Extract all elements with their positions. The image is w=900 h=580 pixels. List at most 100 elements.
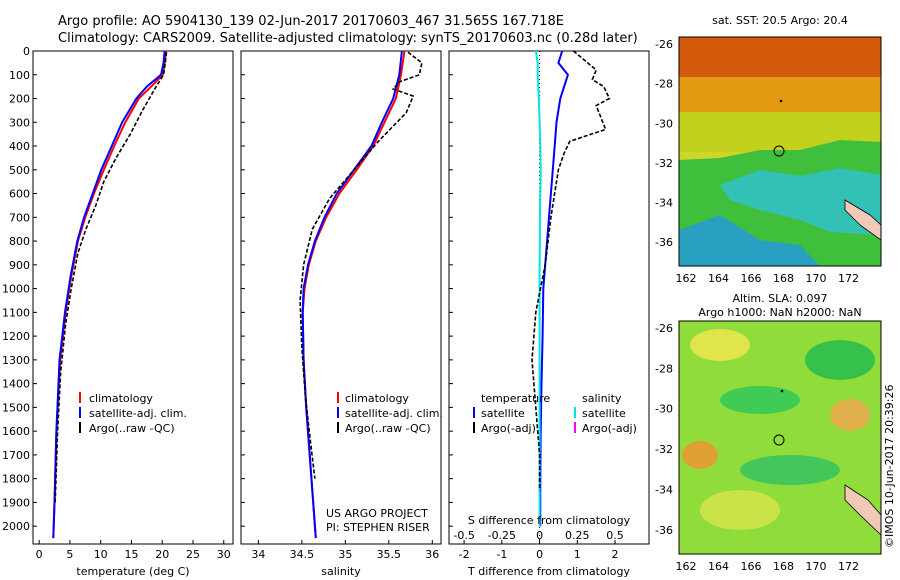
y-tick-label: 1600 (2, 425, 30, 438)
x-tick-label: 0 (536, 548, 543, 561)
map-lat-label: -34 (655, 197, 673, 210)
map-lon-label: 166 (741, 272, 762, 285)
legend-label-t-satellite: satellite (481, 407, 525, 420)
s-tick-label: -0.25 (488, 529, 516, 542)
y-tick-label: 700 (9, 211, 30, 224)
y-tick-label: 400 (9, 140, 30, 153)
difference-legend: temperature satellite Argo(-adj) salinit… (473, 392, 637, 435)
x-tick-label: 34 (251, 548, 265, 561)
sla-map-title-2: Argo h1000: NaN h2000: NaN (698, 306, 861, 319)
y-tick-label: 1400 (2, 378, 30, 391)
salinity-xlabel: salinity (321, 565, 361, 578)
x-tick-label: 34.5 (290, 548, 315, 561)
legend-label-satellite: satellite-adj. clim. (89, 407, 187, 420)
axes-layer: 0 5 10 15 20 25 300100200300400500600700800900… (2, 45, 619, 561)
legend-label-s-argo: Argo(-adj) (582, 422, 637, 435)
x-tick-label: 36 (425, 548, 439, 561)
y-tick-label: 2000 (2, 520, 30, 533)
x-tick-label: 1 (574, 548, 581, 561)
y-tick-label: 600 (9, 188, 30, 201)
map-lat-label: -32 (655, 157, 673, 170)
y-tick-label: 800 (9, 235, 30, 248)
series-line (52, 50, 167, 539)
x-tick-label: 15 (124, 548, 138, 561)
legend-label-t-argo: Argo(-adj) (481, 422, 536, 435)
salinity-plot-frame (240, 50, 442, 545)
y-tick-label: 500 (9, 164, 30, 177)
series-line (54, 52, 168, 503)
s-tick-label: 0.25 (565, 529, 590, 542)
map-lat-label: -36 (655, 524, 673, 537)
map-tick-labels: 162 164 166 168 170 172 -26 -28 -30 -32 -34 -36 162 1… (655, 38, 859, 573)
project-label: US ARGO PROJECT (326, 507, 428, 520)
map-lon-label: 170 (806, 272, 827, 285)
map-lon-label: 172 (838, 560, 859, 573)
y-tick-label: 200 (9, 93, 30, 106)
map-lon-label: 168 (773, 560, 794, 573)
sst-map (679, 37, 881, 266)
y-tick-label: 100 (9, 69, 30, 82)
series-line (301, 50, 406, 539)
x-tick-label: 0 (36, 548, 43, 561)
legend-label-satellite: satellite-adj. clim. (345, 407, 443, 420)
series-line (299, 51, 423, 479)
map-lat-label: -26 (655, 38, 673, 51)
y-tick-label: 1100 (2, 306, 30, 319)
y-tick-label: 1700 (2, 449, 30, 462)
y-tick-label: 1200 (2, 330, 30, 343)
map-lat-label: -30 (655, 403, 673, 416)
x-tick-label: 10 (94, 548, 108, 561)
salinity-legend: climatology satellite-adj. clim. Argo(..… (337, 392, 443, 435)
series-line (301, 50, 403, 539)
map-lon-label: 164 (708, 560, 729, 573)
legend-label-climatology: climatology (345, 392, 409, 405)
s-tick-label: 0 (536, 529, 543, 542)
x-tick-label: -1 (496, 548, 507, 561)
series-line (52, 50, 166, 539)
difference-plot-frame (448, 50, 650, 545)
pi-label: PI: STEPHEN RISER (326, 521, 430, 534)
y-tick-label: 1800 (2, 473, 30, 486)
temperature-xlabel: temperature (deg C) (76, 565, 189, 578)
map-lon-label: 170 (806, 560, 827, 573)
y-tick-label: 0 (23, 45, 30, 58)
legend-label-argo: Argo(..raw -QC) (345, 422, 431, 435)
y-tick-label: 1000 (2, 283, 30, 296)
x-tick-label: 20 (155, 548, 169, 561)
series-line (531, 50, 611, 491)
difference-top-label: S difference from climatology (468, 514, 631, 527)
map-lat-label: -32 (655, 443, 673, 456)
sla-map (679, 321, 881, 554)
sst-map-title: sat. SST: 20.5 Argo: 20.4 (712, 14, 848, 27)
x-tick-label: 35 (338, 548, 352, 561)
sla-map-title-1: Altim. SLA: 0.097 (732, 292, 827, 305)
map-lat-label: -26 (655, 322, 673, 335)
x-tick-label: 35.5 (377, 548, 402, 561)
y-tick-label: 1300 (2, 354, 30, 367)
map-lat-label: -36 (655, 236, 673, 249)
map-lon-label: 172 (838, 272, 859, 285)
x-tick-label: 5 (66, 548, 73, 561)
series-line (534, 50, 542, 527)
series-layer (52, 50, 611, 539)
figure-title-line1: Argo profile: AO 5904130_139 02-Jun-2017… (58, 14, 564, 29)
map-lon-label: 164 (708, 272, 729, 285)
imos-stamp: ©IMOS 10-Jun-2017 20:39:26 (883, 384, 896, 548)
legend-label-argo: Argo(..raw -QC) (89, 422, 175, 435)
difference-xlabel: T difference from climatology (467, 565, 630, 578)
temperature-plot-frame (32, 50, 234, 545)
map-lon-label: 168 (773, 272, 794, 285)
y-tick-label: 1500 (2, 401, 30, 414)
y-tick-label: 300 (9, 116, 30, 129)
y-tick-label: 1900 (2, 496, 30, 509)
legend-label-s-satellite: satellite (582, 407, 626, 420)
map-lon-label: 162 (676, 560, 697, 573)
legend-title-temperature: temperature (481, 392, 550, 405)
y-tick-label: 900 (9, 259, 30, 272)
x-tick-label: 30 (217, 548, 231, 561)
map-lon-label: 166 (741, 560, 762, 573)
temperature-legend: climatology satellite-adj. clim. Argo(..… (79, 392, 187, 435)
x-tick-label: 2 (612, 548, 619, 561)
map-lat-label: -30 (655, 117, 673, 130)
